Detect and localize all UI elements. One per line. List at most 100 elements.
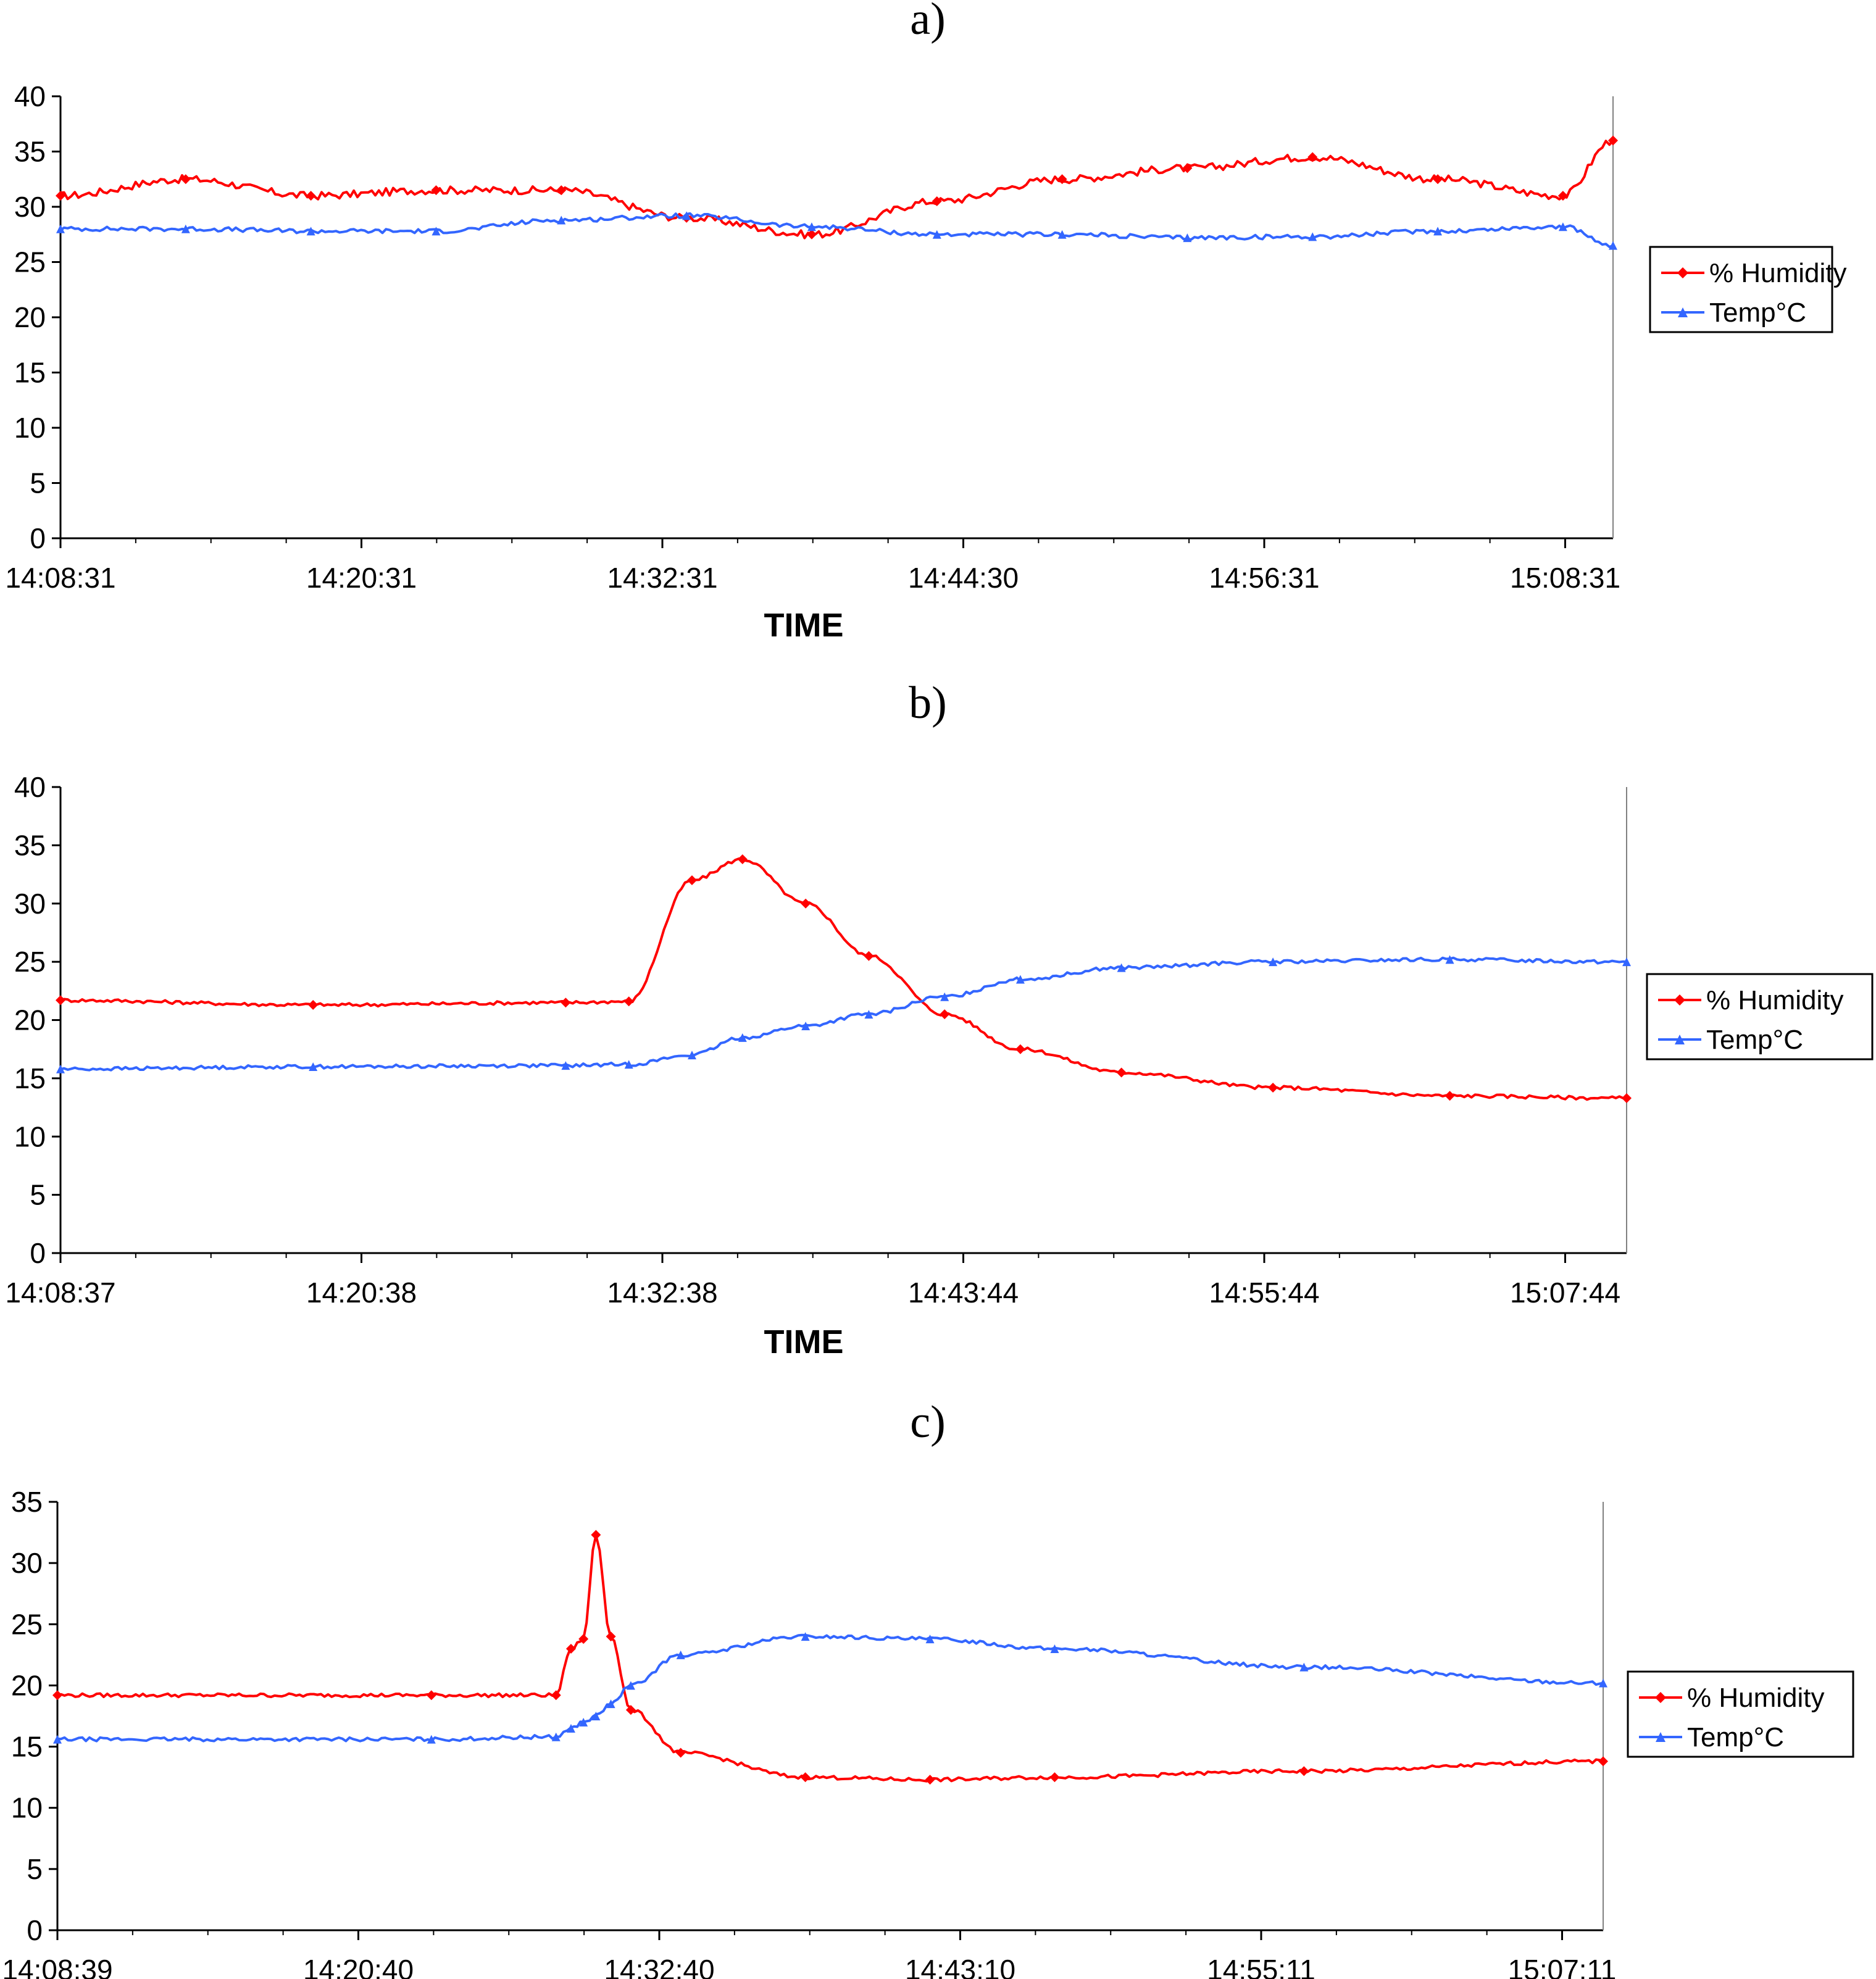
y-tick-label: 30 bbox=[14, 191, 46, 223]
data-point-humidity bbox=[806, 229, 817, 240]
legend: % Humidity Temp°C bbox=[1627, 1670, 1854, 1758]
x-tick-label: 14:08:31 bbox=[5, 562, 115, 594]
data-point-humidity bbox=[1608, 135, 1618, 146]
data-point-humidity bbox=[52, 1690, 62, 1701]
data-point-temp-c bbox=[1183, 233, 1192, 243]
y-tick-label: 15 bbox=[11, 1731, 43, 1763]
data-point-humidity bbox=[56, 191, 65, 201]
diamond-marker-icon bbox=[1655, 1692, 1666, 1703]
data-point-humidity bbox=[561, 998, 571, 1008]
x-tick-label: 14:56:31 bbox=[1209, 562, 1319, 594]
data-point-temp-c bbox=[864, 1010, 873, 1019]
data-point-temp-c bbox=[1433, 227, 1443, 236]
data-point-temp-c bbox=[591, 1712, 601, 1720]
series-line-temp-c bbox=[59, 212, 1614, 248]
data-point-humidity bbox=[800, 1772, 811, 1783]
data-point-temp-c bbox=[801, 1632, 810, 1641]
data-point-humidity bbox=[578, 1634, 589, 1644]
data-point-humidity bbox=[1116, 1067, 1127, 1078]
data-point-humidity bbox=[606, 1631, 616, 1642]
series-line-temp-c bbox=[60, 956, 1627, 1072]
y-tick-label: 5 bbox=[30, 467, 46, 499]
legend-label: Temp°C bbox=[1709, 298, 1806, 328]
legend-label: % Humidity bbox=[1706, 985, 1844, 1015]
legend-box bbox=[1649, 246, 1833, 333]
data-point-humidity bbox=[1307, 152, 1318, 162]
data-point-humidity bbox=[1433, 174, 1443, 185]
data-point-temp-c bbox=[606, 1699, 615, 1709]
data-point-temp-c bbox=[181, 224, 190, 233]
data-point-temp-c bbox=[801, 1021, 811, 1030]
data-point-humidity bbox=[864, 951, 874, 961]
legend-label: Temp°C bbox=[1706, 1025, 1803, 1055]
chart-panel-3: c) 0 5 10 15 20 25 30 35 14:08:39 14:20:40 14:32:40… bbox=[2, 1397, 1854, 1979]
x-tick-label: 15:08:31 bbox=[1510, 562, 1620, 594]
data-point-temp-c bbox=[1015, 975, 1025, 984]
data-point-humidity bbox=[306, 191, 316, 201]
data-point-temp-c bbox=[579, 1717, 588, 1727]
y-tick-label: 10 bbox=[14, 412, 46, 444]
data-point-humidity bbox=[1622, 1093, 1632, 1103]
x-tick-label: 15:07:11 bbox=[1508, 1954, 1617, 1979]
data-point-temp-c bbox=[676, 1650, 685, 1659]
y-tick-label: 20 bbox=[14, 1004, 46, 1036]
data-point-humidity bbox=[737, 854, 748, 865]
data-point-humidity bbox=[686, 875, 697, 885]
x-tick-label: 14:55:11 bbox=[1207, 1954, 1315, 1979]
panel-label: c) bbox=[910, 1397, 946, 1448]
data-point-temp-c bbox=[309, 1062, 318, 1071]
y-tick-label: 30 bbox=[14, 888, 46, 920]
data-point-humidity bbox=[940, 1009, 950, 1020]
data-point-temp-c bbox=[1050, 1644, 1059, 1653]
data-point-humidity bbox=[1049, 1772, 1060, 1783]
data-point-temp-c bbox=[682, 211, 691, 220]
data-point-temp-c bbox=[807, 222, 816, 231]
data-point-humidity bbox=[1182, 163, 1193, 173]
triangle-marker-icon bbox=[1678, 307, 1688, 317]
data-point-temp-c bbox=[1622, 957, 1631, 967]
data-point-temp-c bbox=[1308, 232, 1317, 241]
data-point-humidity bbox=[56, 995, 65, 1006]
series-temp-c bbox=[56, 211, 1617, 250]
chart-panel-2: b) 0 5 10 15 20 25 30 35 40 14:08:37 14:20:38 14:32:… bbox=[5, 678, 1874, 1360]
data-point-humidity bbox=[551, 1690, 561, 1701]
y-tick-label: 5 bbox=[27, 1853, 43, 1885]
x-tick-label: 15:07:44 bbox=[1510, 1277, 1620, 1309]
y-tick-label: 0 bbox=[30, 522, 46, 554]
data-point-temp-c bbox=[561, 1061, 570, 1070]
diamond-marker-icon bbox=[1677, 267, 1688, 278]
data-point-temp-c bbox=[427, 1735, 436, 1744]
y-tick-label: 40 bbox=[14, 80, 46, 112]
x-tick-label: 14:43:44 bbox=[908, 1277, 1019, 1309]
data-point-temp-c bbox=[687, 1051, 696, 1060]
data-point-temp-c bbox=[1558, 222, 1567, 231]
y-tick-label: 35 bbox=[11, 1486, 43, 1518]
data-point-humidity bbox=[591, 1530, 601, 1540]
triangle-marker-icon bbox=[1675, 1035, 1685, 1044]
y-tick-label: 25 bbox=[11, 1608, 43, 1640]
data-point-humidity bbox=[675, 1748, 686, 1758]
series-humidity bbox=[56, 854, 1632, 1103]
y-tick-label: 35 bbox=[14, 829, 46, 861]
data-point-temp-c bbox=[431, 227, 441, 236]
data-point-humidity bbox=[556, 185, 567, 196]
y-tick-label: 20 bbox=[11, 1669, 43, 1701]
y-tick-label: 10 bbox=[14, 1120, 46, 1152]
data-point-temp-c bbox=[1117, 963, 1126, 972]
data-point-temp-c bbox=[1599, 1678, 1607, 1688]
x-tick-label: 14:55:44 bbox=[1209, 1277, 1319, 1309]
series-line-humidity bbox=[57, 1534, 1604, 1783]
y-tick-label: 10 bbox=[11, 1792, 43, 1824]
x-axis-title: TIME bbox=[764, 607, 844, 644]
legend-label: % Humidity bbox=[1709, 258, 1847, 288]
data-point-humidity bbox=[1557, 191, 1568, 201]
legend-label: Temp°C bbox=[1687, 1722, 1784, 1752]
legend-box bbox=[1646, 973, 1874, 1060]
data-point-humidity bbox=[1598, 1756, 1608, 1767]
series-line-humidity bbox=[60, 140, 1614, 240]
x-tick-label: 14:32:40 bbox=[604, 1954, 714, 1979]
data-point-humidity bbox=[1299, 1766, 1309, 1777]
x-tick-label: 14:44:30 bbox=[908, 562, 1019, 594]
diamond-marker-icon bbox=[1674, 994, 1685, 1006]
